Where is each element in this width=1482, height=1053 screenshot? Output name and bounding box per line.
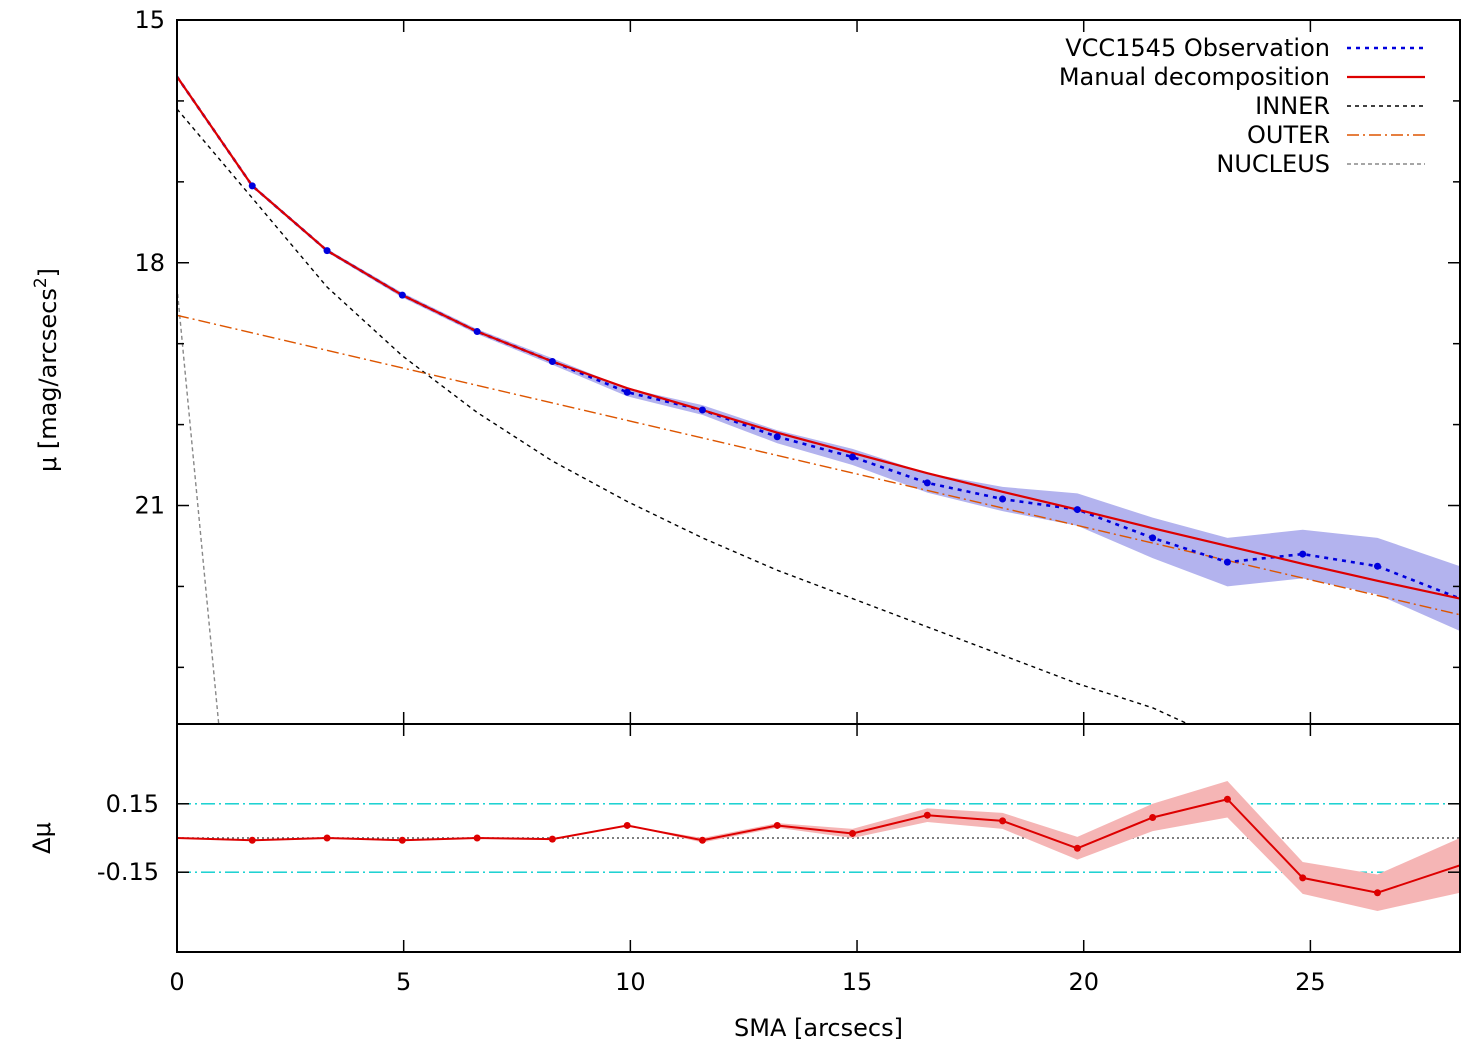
y-tick-label: 0.15	[106, 790, 159, 818]
y-axis-label-main: μ [mag/arcsecs	[34, 288, 62, 472]
bottom-plot-area	[177, 781, 1460, 911]
manual-decomposition-line	[177, 76, 1460, 600]
x-tick-label: 25	[1295, 968, 1326, 996]
profile-panel: 15 18 21 μ [mag/arcsecs2]	[31, 6, 1461, 725]
nucleus-line	[177, 286, 220, 724]
residual-error-band	[177, 781, 1460, 911]
legend-label: Manual decomposition	[1059, 63, 1330, 91]
y-tick-label: 18	[134, 249, 165, 277]
observation-point	[1149, 534, 1157, 542]
y-tick-label: -0.15	[97, 858, 159, 886]
observation-point	[398, 291, 406, 299]
residual-point	[323, 834, 331, 842]
observation-point	[623, 388, 631, 396]
observation-point	[999, 495, 1007, 503]
residual-point	[248, 836, 256, 844]
y-axis-label-superscript: 2	[31, 277, 51, 288]
observation-point	[548, 357, 556, 365]
residual-point	[1149, 813, 1157, 821]
observation-point	[1299, 550, 1307, 558]
x-tick-label: 5	[396, 968, 411, 996]
top-plot-area	[177, 75, 1460, 724]
residual-point	[773, 821, 781, 829]
x-tick-label: 15	[842, 968, 873, 996]
observation-point	[698, 406, 706, 414]
observation-error-band	[177, 75, 1460, 631]
inner-line	[177, 108, 1189, 724]
observation-point	[1223, 558, 1231, 566]
y-axis-label: μ [mag/arcsecs2]	[31, 268, 62, 472]
legend-label: NUCLEUS	[1216, 150, 1330, 178]
observation-point	[473, 328, 481, 336]
x-axis-label: SMA [arcsecs]	[734, 1014, 903, 1042]
legend-label: INNER	[1255, 92, 1330, 120]
x-tick-label: 0	[169, 968, 184, 996]
residual-point	[923, 811, 931, 819]
observation-point	[1373, 562, 1381, 570]
y-axis-label-close: ]	[34, 268, 62, 277]
observation-point	[773, 433, 781, 441]
residual-panel: 0 5 10 15 20 25 0.15 -0.15 SMA [arcsecs] Δμ	[28, 723, 1461, 1042]
residual-point	[999, 817, 1007, 825]
residual-y-axis-label: Δμ	[28, 822, 56, 854]
residual-point	[398, 836, 406, 844]
residual-point	[548, 835, 556, 843]
observation-point	[1073, 506, 1081, 514]
vcc1545-observation-line	[177, 75, 1460, 600]
observation-point	[849, 453, 857, 461]
y-tick-label: 15	[134, 6, 165, 34]
legend-label: VCC1545 Observation	[1065, 34, 1330, 62]
residual-point	[698, 836, 706, 844]
residual-point	[623, 821, 631, 829]
y-tick-label: 21	[134, 492, 165, 520]
bottom-frame	[176, 723, 1461, 953]
x-tick-label: 20	[1068, 968, 1099, 996]
observation-point	[323, 247, 331, 255]
residual-point	[1073, 844, 1081, 852]
observation-point	[923, 479, 931, 487]
residual-point	[849, 829, 857, 837]
residual-line	[177, 798, 1460, 894]
residual-point	[1299, 874, 1307, 882]
residual-point	[1223, 795, 1231, 803]
legend-label: OUTER	[1247, 121, 1330, 149]
observation-point	[248, 182, 256, 190]
x-tick-label: 10	[615, 968, 646, 996]
residual-point	[473, 834, 481, 842]
residual-point	[1373, 889, 1381, 897]
